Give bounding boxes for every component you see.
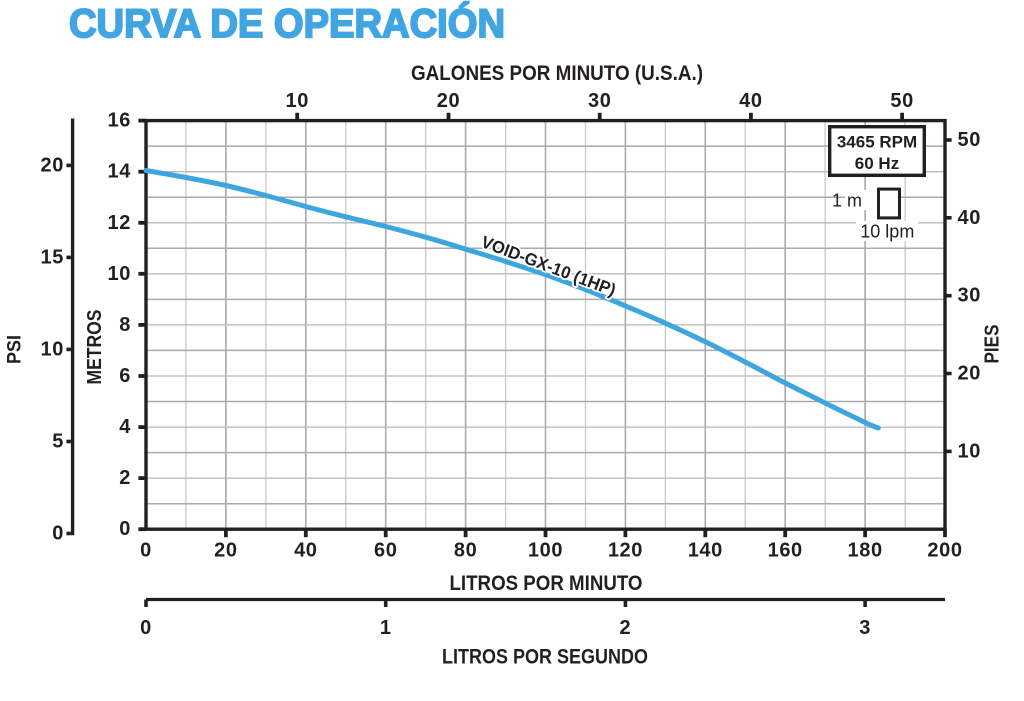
svg-text:20: 20 [437, 90, 460, 112]
svg-text:100: 100 [528, 540, 563, 562]
svg-text:1 m: 1 m [832, 190, 862, 210]
svg-text:10: 10 [285, 90, 308, 112]
svg-text:14: 14 [108, 161, 132, 183]
svg-text:0: 0 [140, 617, 152, 639]
svg-text:0: 0 [119, 518, 131, 540]
svg-text:3465 RPM: 3465 RPM [837, 132, 917, 151]
svg-text:1: 1 [380, 617, 392, 639]
svg-text:10: 10 [41, 338, 64, 360]
svg-text:16: 16 [108, 110, 131, 132]
svg-text:CURVA DE OPERACIÓN: CURVA DE OPERACIÓN [69, 0, 505, 46]
svg-text:30: 30 [958, 285, 981, 307]
svg-text:6: 6 [119, 365, 131, 387]
svg-text:10: 10 [108, 263, 131, 285]
svg-text:0: 0 [52, 523, 64, 545]
svg-text:60 Hz: 60 Hz [855, 154, 899, 173]
svg-text:50: 50 [958, 129, 981, 151]
svg-text:40: 40 [294, 540, 317, 562]
svg-text:140: 140 [688, 540, 723, 562]
svg-text:15: 15 [41, 246, 64, 268]
svg-text:60: 60 [374, 540, 397, 562]
svg-text:10: 10 [958, 440, 981, 462]
svg-text:80: 80 [454, 540, 477, 562]
svg-text:120: 120 [608, 540, 643, 562]
svg-text:2: 2 [119, 467, 131, 489]
svg-text:20: 20 [214, 540, 237, 562]
svg-text:PSI: PSI [5, 335, 26, 364]
svg-text:40: 40 [739, 90, 762, 112]
svg-text:12: 12 [108, 212, 131, 234]
svg-text:20: 20 [958, 363, 981, 385]
svg-text:30: 30 [588, 90, 611, 112]
svg-text:LITROS POR MINUTO: LITROS POR MINUTO [450, 572, 643, 595]
svg-text:LITROS POR SEGUNDO: LITROS POR SEGUNDO [442, 646, 648, 669]
svg-text:METROS: METROS [84, 310, 106, 385]
svg-text:180: 180 [848, 540, 883, 562]
svg-text:3: 3 [859, 617, 871, 639]
svg-text:10 lpm: 10 lpm [860, 222, 914, 242]
svg-text:50: 50 [890, 90, 913, 112]
svg-text:20: 20 [41, 154, 64, 176]
svg-text:0: 0 [140, 540, 152, 562]
svg-text:200: 200 [927, 540, 962, 562]
svg-text:2: 2 [620, 617, 632, 639]
svg-text:PIES: PIES [982, 325, 1004, 364]
svg-text:160: 160 [768, 540, 803, 562]
svg-text:GALONES POR MINUTO (U.S.A.): GALONES POR MINUTO (U.S.A.) [411, 62, 703, 85]
svg-text:8: 8 [119, 314, 131, 336]
svg-text:4: 4 [119, 416, 131, 438]
svg-text:5: 5 [52, 431, 64, 453]
svg-text:40: 40 [958, 207, 981, 229]
